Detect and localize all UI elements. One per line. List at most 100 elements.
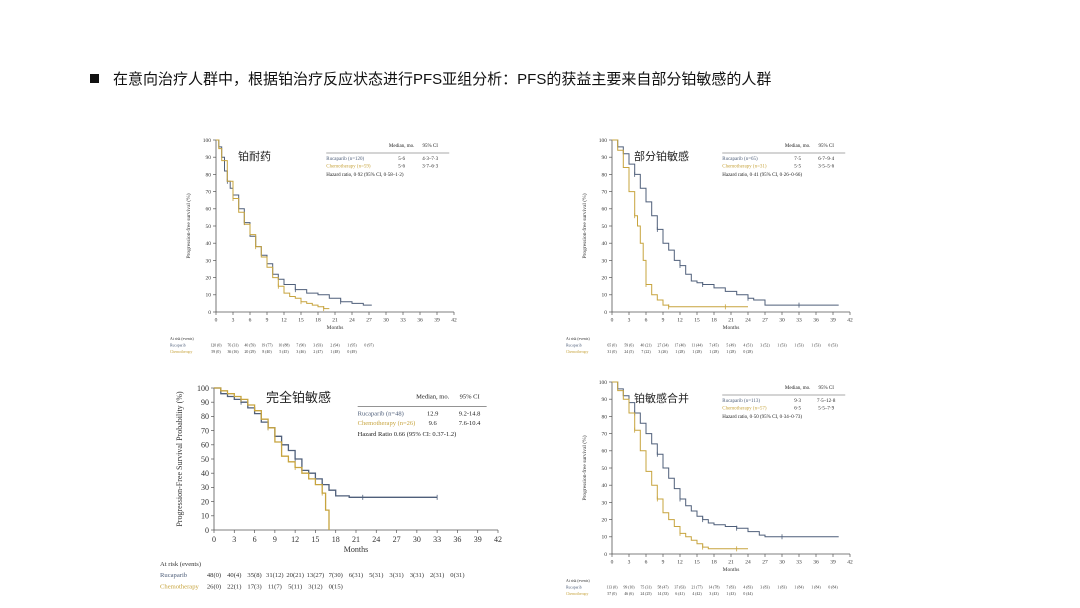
at-risk-value: 11(7): [268, 583, 282, 590]
x-tick-label: 0: [611, 318, 614, 324]
x-tick-label: 30: [779, 560, 785, 566]
x-tick-label: 39: [830, 560, 836, 566]
at-risk-value: 0 (49): [347, 350, 357, 354]
x-tick-label: 30: [779, 318, 785, 324]
at-risk-value: 17(3): [247, 583, 261, 590]
at-risk-value: 0 (44): [743, 592, 753, 596]
legend-median-value: 7·5: [794, 157, 801, 162]
legend-ci-value: 9.2-14.8: [459, 410, 481, 417]
km-chart-platinum-resistant: 0 10 20 30 40 50 60 70 80 90 100 0 3 6 9 12 15 18 21 24 27 30…: [170, 128, 470, 358]
at-risk-value: 36 (16): [227, 350, 239, 354]
legend-header-ci: 95% CI: [460, 394, 480, 401]
at-risk-value: 31(12): [266, 572, 284, 579]
legend-ci-value: 7.6-10.4: [459, 420, 481, 427]
at-risk-value: 2 (47): [313, 350, 323, 354]
y-axis-title: Progression-Free Survival Probability (%…: [175, 391, 184, 527]
x-tick-label: 12: [677, 318, 683, 324]
x-tick-label: 21: [728, 318, 734, 324]
at-risk-value: 24 (5): [624, 350, 634, 354]
legend-median-value: 5·6: [398, 157, 405, 162]
at-risk-value: 13(27): [307, 572, 325, 579]
y-tick-label: 50: [201, 455, 209, 464]
at-risk-value: 4 (51): [743, 343, 753, 347]
legend-header-median: Median, mo.: [389, 144, 414, 149]
x-tick-label: 42: [494, 535, 502, 544]
x-tick-label: 15: [298, 318, 304, 324]
y-tick-label: 90: [602, 397, 608, 403]
y-axis-title: Progression-free survival (%): [581, 193, 588, 258]
x-tick-label: 24: [745, 318, 751, 324]
y-tick-label: 70: [602, 190, 608, 196]
legend-ci-value: 3·5–5·6: [818, 165, 834, 170]
legend-ci-value: 7·5–12·8: [817, 399, 836, 404]
at-risk-value: 1 (84): [811, 585, 821, 589]
at-risk-value: 1 (53): [811, 343, 821, 347]
at-risk-value: 7 (45): [709, 343, 719, 347]
chart-subtitle: 完全铂敏感: [266, 390, 331, 406]
y-axis-title: Progression-free survival (%): [581, 435, 588, 500]
at-risk-value: 113 (0): [607, 585, 619, 589]
at-risk-row-label: Chemotherapy: [160, 583, 200, 590]
hazard-ratio-text: Hazard ratio, 0·41 (95% CI, 0·26–0·66): [722, 173, 802, 178]
x-tick-label: 30: [383, 318, 389, 324]
legend-median-value: 5·5: [794, 165, 801, 170]
at-risk-value: 5 (49): [726, 343, 736, 347]
at-risk-value: 40 (59): [244, 343, 256, 347]
at-risk-value: 1 (48): [330, 350, 340, 354]
x-tick-label: 18: [315, 318, 321, 324]
x-tick-label: 6: [645, 560, 648, 566]
at-risk-value: 1 (28): [675, 350, 685, 354]
y-axis-title: Progression-free survival (%): [185, 193, 192, 258]
at-risk-value: 3 (93): [313, 343, 323, 347]
at-risk-value: 17 (40): [674, 343, 686, 347]
at-risk-value: 4 (42): [692, 592, 702, 596]
at-risk-row-label: Rucaparib: [170, 343, 186, 347]
at-risk-value: 46 (6): [624, 592, 634, 596]
km-chart-fully-platinum-sensitive: 0 10 20 30 40 50 60 70 80 90 100 0 3 6 9 12 15 18 21 24 27 30…: [158, 378, 518, 604]
hazard-ratio-text: Hazard ratio, 0·92 (95% CI, 0·58–1·2): [326, 173, 404, 178]
legend-header-median: Median, mo.: [785, 386, 810, 391]
at-risk-value: 1 (53): [777, 343, 787, 347]
x-tick-label: 24: [745, 560, 751, 566]
x-tick-label: 0: [212, 535, 216, 544]
at-risk-value: 2(31): [430, 572, 444, 579]
y-tick-label: 60: [206, 207, 212, 213]
x-tick-label: 27: [366, 318, 372, 324]
hazard-ratio-text: Hazard ratio, 0·50 (95% CI, 0·34–0·73): [722, 415, 802, 420]
x-tick-label: 36: [453, 535, 461, 544]
y-tick-label: 80: [602, 414, 608, 420]
at-risk-value: 0(15): [329, 583, 343, 590]
y-tick-label: 60: [602, 207, 608, 213]
at-risk-value: 7 (22): [641, 350, 651, 354]
at-risk-value: 0(31): [450, 572, 464, 579]
y-tick-label: 70: [206, 190, 212, 196]
x-axis-title: Months: [723, 325, 740, 331]
at-risk-row-label: Chemotherapy: [566, 350, 588, 354]
at-risk-value: 1 (28): [692, 350, 702, 354]
at-risk-value: 0 (28): [743, 350, 753, 354]
x-tick-label: 9: [273, 535, 277, 544]
at-risk-value: 35(8): [247, 572, 261, 579]
bullet-square-icon: [90, 74, 99, 83]
at-risk-value: 3 (26): [658, 350, 668, 354]
x-tick-label: 0: [611, 560, 614, 566]
chart-subtitle: 铂敏感合并: [634, 391, 689, 405]
at-risk-value: 11 (44): [692, 343, 704, 347]
x-tick-label: 9: [662, 318, 665, 324]
x-tick-label: 15: [694, 560, 700, 566]
at-risk-value: 22(1): [227, 583, 241, 590]
at-risk-row-label: Chemotherapy: [170, 350, 192, 354]
at-risk-value: 59 (6): [624, 343, 634, 347]
y-tick-label: 70: [201, 426, 209, 435]
x-tick-label: 42: [451, 318, 457, 324]
at-risk-title: At risk (events): [566, 579, 590, 583]
x-tick-label: 21: [728, 560, 734, 566]
legend-ci-value: 6·7–9·4: [818, 157, 834, 162]
x-tick-label: 27: [762, 560, 768, 566]
y-tick-label: 40: [602, 241, 608, 247]
km-curve-chemotherapy: [612, 139, 748, 308]
at-risk-value: 99 (10): [623, 585, 635, 589]
at-risk-value: 0 (97): [364, 343, 374, 347]
